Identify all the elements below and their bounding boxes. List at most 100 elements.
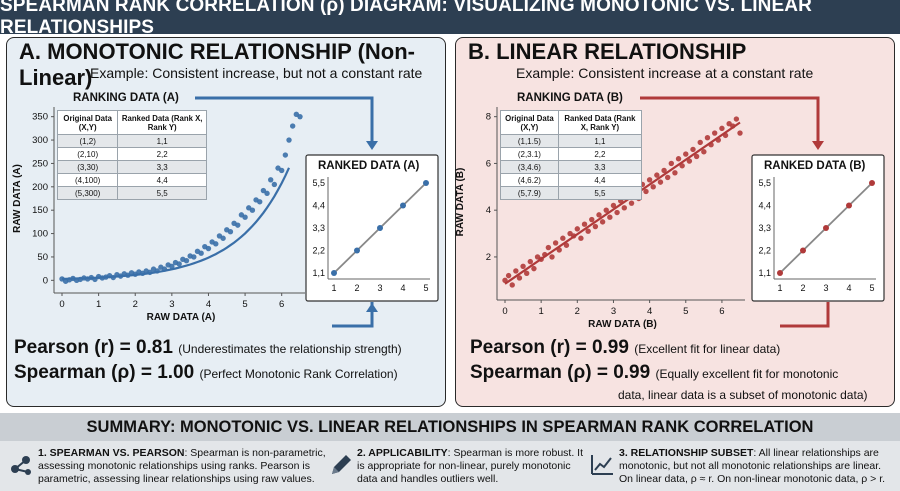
ranked-b-point <box>800 247 806 254</box>
scatter-a-data-point <box>92 276 98 283</box>
scatter-b-data-point <box>513 268 519 274</box>
spearman-a: Spearman (ρ) = 1.00 (Perfect Monotonic R… <box>14 362 398 384</box>
scatter-b-data-point <box>614 209 620 216</box>
trend-chart-icon <box>591 455 613 475</box>
cell: 5,5 <box>557 186 643 200</box>
scatter-a-data-point <box>205 245 212 252</box>
scatter-a-y-tick-label: 350 <box>32 112 48 123</box>
ranked-a-point <box>423 180 429 186</box>
ranked-a-y-tick-label: 4,4 <box>312 201 325 211</box>
ranking-label-a: RANKING DATA (A) <box>73 92 179 104</box>
spearman-a-note: (Perfect Monotonic Rank Correlation) <box>199 367 398 381</box>
cell: (2,10) <box>56 147 119 161</box>
arrow-a-bottom-head <box>366 303 378 312</box>
scatter-b-data-point <box>730 123 736 129</box>
scatter-a-y-tick-label: 150 <box>32 205 48 216</box>
summary-item-2-l3: data and handles outliers well. <box>357 473 499 485</box>
scatter-b-data-point <box>527 258 534 265</box>
scatter-b-data-point <box>585 228 591 234</box>
scatter-b-x-tick-label: 1 <box>539 306 544 317</box>
scatter-b-data-point <box>661 167 667 174</box>
scatter-a-data-point <box>154 268 160 274</box>
scatter-a-y-tick-label: 0 <box>43 275 48 286</box>
cell: (4,6.2) <box>500 173 559 187</box>
scatter-b-data-point <box>643 188 649 195</box>
panel-b-title: B. LINEAR RELATIONSHIP <box>468 39 747 64</box>
scatter-b-data-point <box>607 214 613 220</box>
scatter-b-data-point <box>592 223 599 230</box>
table-row: (3,4.6) 3,3 <box>500 160 643 174</box>
panel-b-subtitle: Example: Consistent increase at a consta… <box>516 65 814 81</box>
cell: 3,3 <box>557 160 643 174</box>
ranked-b-point <box>823 225 829 231</box>
summary-item-3-head: 3. RELATIONSHIP SUBSET <box>619 447 754 459</box>
scatter-b-data-point <box>545 244 552 251</box>
ranked-b-y-tick-label: 4,4 <box>758 201 771 211</box>
scatter-b-data-point <box>657 179 664 185</box>
scatter-b-data-point <box>621 205 628 211</box>
table-a-header-ranked: Ranked Data (Rank X, Rank Y) <box>117 110 207 135</box>
pearson-a-note: (Underestimates the relationship strengt… <box>178 342 402 356</box>
summary-item-3-l2: monotonic, but not all monotonic relatio… <box>619 460 882 472</box>
cell: 2,2 <box>557 147 643 161</box>
cell: 2,2 <box>117 147 207 161</box>
scatter-a-y-tick-label: 100 <box>32 229 48 240</box>
scatter-a-y-tick-label: 200 <box>32 182 48 193</box>
ranked-b-x-tick-label: 1 <box>777 283 782 293</box>
cell: 4,4 <box>557 173 643 187</box>
summary-item-3-l1: : All linear relationships are <box>753 447 879 459</box>
scatter-b-data-point <box>690 146 696 153</box>
cell: 1,1 <box>117 134 207 148</box>
scatter-a-data-point <box>220 235 226 241</box>
pearson-b-value: Pearson (r) = 0.99 <box>470 337 629 358</box>
scatter-b-data-point <box>516 275 523 281</box>
ranked-a-point <box>331 270 337 276</box>
arrow-b-top <box>640 96 820 148</box>
scatter-b-data-point <box>650 184 656 190</box>
ranked-a-box <box>305 154 439 302</box>
summary-item-1-l2: assessing monotonic relationships using … <box>38 460 310 472</box>
scatter-b-data-point <box>654 172 660 178</box>
pencil-icon <box>332 455 351 474</box>
ranked-b-box <box>751 154 885 302</box>
ranked-a-point <box>400 202 406 209</box>
summary-item-2-l1: : Spearman is more robust. It <box>447 447 584 459</box>
scatter-a-x-tick-label: 4 <box>206 299 211 310</box>
summary-item-1: 1. SPEARMAN VS. PEARSON: Spearman is non… <box>38 447 328 486</box>
scatter-b-data-point <box>679 163 685 169</box>
ranked-b-point <box>846 202 852 209</box>
scatter-b-x-axis-label: RAW DATA (B) <box>588 319 657 330</box>
scatter-a-data-point <box>198 250 204 256</box>
scatter-b-y-tick-label: 2 <box>486 252 491 263</box>
scatter-a-data-point <box>227 228 234 235</box>
scatter-a-data-point <box>264 190 270 197</box>
scatter-b-data-point <box>719 125 725 132</box>
scatter-b-data-point <box>672 170 678 176</box>
ranking-label-b: RANKING DATA (B) <box>517 92 623 104</box>
cell: (3,4.6) <box>500 160 559 174</box>
scatter-b-data-point <box>675 156 682 162</box>
cell: 5,5 <box>117 186 207 200</box>
scatter-a-x-tick-label: 0 <box>59 299 64 310</box>
summary-item-1-l1: : Spearman is non-parametric, <box>184 447 326 459</box>
scatter-b-data-point <box>701 149 707 155</box>
ranked-b-x-tick-label: 2 <box>800 283 805 293</box>
network-nodes-icon <box>11 456 31 475</box>
ranked-a-x-tick-label: 4 <box>400 283 405 293</box>
spearman-b-note-2: data, linear data is a subset of monoton… <box>618 388 868 402</box>
table-row: (2,10) 2,2 <box>56 147 207 161</box>
scatter-b-data-point <box>523 270 530 276</box>
summary-title: SUMMARY: MONOTONIC VS. LINEAR RELATIONSH… <box>0 413 900 441</box>
scatter-a-y-tick-label: 300 <box>32 135 48 146</box>
arrow-b-bottom <box>780 302 830 328</box>
scatter-a-data-point <box>268 177 274 183</box>
scatter-b-data-point <box>589 216 595 223</box>
ranked-a-point <box>377 225 383 231</box>
arrow-a-top <box>195 96 374 148</box>
scatter-b-data-point <box>722 132 729 139</box>
cell: (1,2) <box>56 134 119 148</box>
ranked-a-point <box>354 247 360 254</box>
table-row: (3,30) 3,3 <box>56 160 207 174</box>
scatter-a-data-point <box>282 152 289 158</box>
